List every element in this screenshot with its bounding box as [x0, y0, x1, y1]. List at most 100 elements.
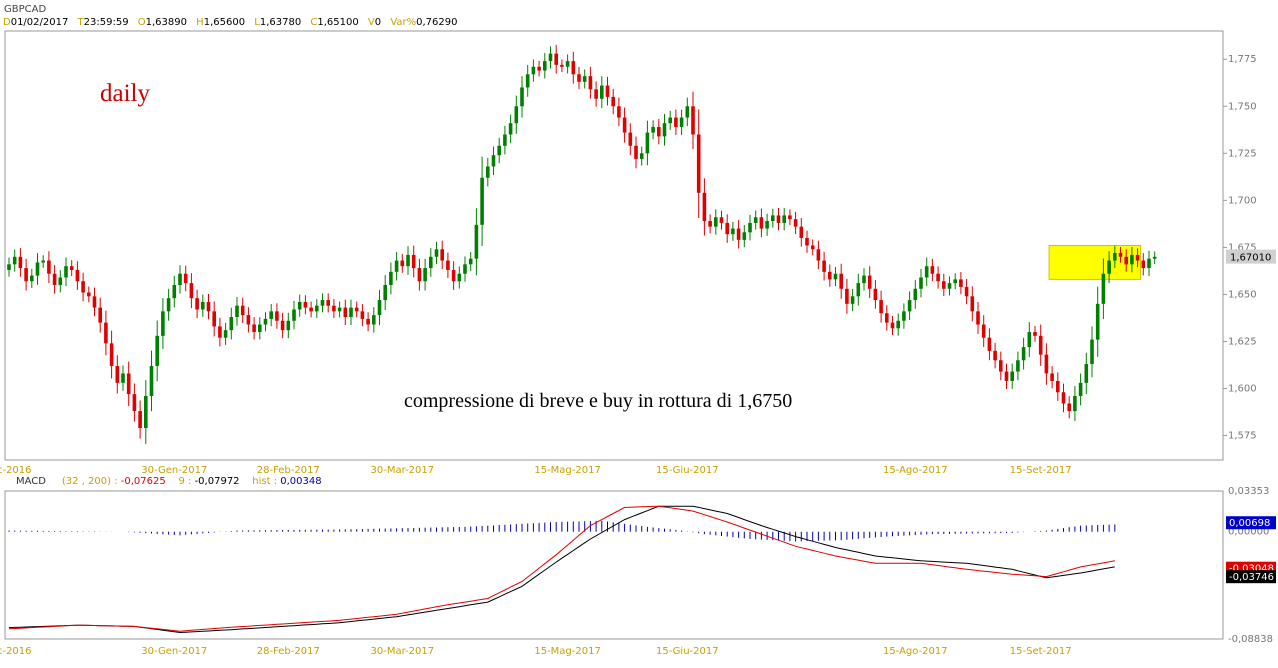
high-key: H: [196, 17, 204, 28]
candle-body: [332, 305, 336, 312]
candle-body: [845, 288, 849, 304]
candle-body: [195, 298, 199, 310]
candle-body: [446, 260, 450, 270]
candle-body: [759, 217, 764, 229]
candle-body: [1056, 380, 1060, 393]
candle-body: [554, 53, 558, 65]
candle-body: [782, 215, 786, 223]
candle-body: [1010, 371, 1014, 381]
candle-body: [679, 117, 684, 127]
candle-body: [976, 311, 980, 325]
candle-body: [309, 307, 313, 312]
candle-body: [1050, 373, 1054, 381]
candle-body: [394, 260, 399, 272]
macd-x-tick-label: 30-Mar-2017: [370, 646, 434, 657]
candle-body: [508, 123, 513, 135]
date-value: 01/02/2017: [10, 17, 69, 28]
candle-body: [115, 365, 120, 383]
macd-badge: [1226, 516, 1276, 530]
volume-value: 0: [374, 17, 382, 28]
candle-body: [543, 61, 547, 71]
candle-body: [548, 53, 553, 62]
candle-body: [12, 256, 17, 265]
price-y-tick-label: 1,775: [1228, 54, 1257, 65]
candle-body: [1061, 392, 1066, 404]
candle-body: [75, 269, 80, 282]
candle-body: [1021, 347, 1026, 361]
candle-body: [793, 219, 798, 227]
high-value: 1,65600: [203, 17, 246, 28]
candle-body: [406, 254, 410, 267]
candle-body: [47, 260, 51, 274]
candle-body: [651, 126, 655, 133]
candle-body: [58, 277, 63, 286]
candle-body: [719, 217, 724, 223]
price-y-tick-label: 1,600: [1228, 384, 1257, 395]
candle-body: [326, 300, 330, 306]
candle-body: [947, 283, 952, 289]
price-x-tick-label: 30-Gen-2017: [141, 465, 207, 476]
macd-series-line: [8, 505, 1115, 632]
candle-body: [828, 271, 832, 280]
price-y-tick-label: 1,650: [1228, 289, 1257, 300]
candle-body: [297, 301, 302, 310]
candle-body: [714, 217, 718, 227]
signal-value: -0,07972: [194, 476, 240, 487]
candle-body: [121, 373, 125, 383]
candle-body: [577, 74, 581, 82]
hist-value: 0,00348: [280, 476, 322, 487]
candle-body: [662, 123, 667, 137]
price-x-tick-label: 30-Mar-2017: [370, 465, 434, 476]
candle-body: [434, 249, 439, 257]
price-y-tick-label: 1,675: [1228, 242, 1257, 253]
candle-body: [280, 320, 285, 331]
candle-body: [109, 343, 114, 366]
candle-body: [24, 268, 28, 282]
candle-body: [1027, 332, 1032, 348]
candle-body: [742, 232, 747, 240]
candle-body: [349, 307, 353, 317]
candle-body: [463, 264, 467, 274]
candle-body: [161, 311, 165, 336]
candle-body: [172, 285, 177, 299]
candle-body: [953, 279, 957, 284]
macd-x-tick-label: 28-Feb-2017: [257, 646, 320, 657]
candle-body: [525, 74, 530, 88]
candle-body: [263, 318, 268, 325]
candle-body: [132, 394, 137, 412]
candle-body: [400, 260, 405, 267]
candle-body: [1033, 332, 1037, 336]
candle-body: [183, 273, 188, 284]
candle-body: [810, 245, 815, 250]
macd-series-line: [8, 505, 1115, 634]
candle-body: [440, 249, 444, 261]
candle-body: [805, 237, 809, 246]
candle-body: [765, 221, 769, 229]
candle-body: [35, 262, 40, 276]
candle-body: [218, 326, 222, 338]
candle-body: [1038, 335, 1043, 355]
macd-params: (32 , 200) :: [61, 476, 118, 487]
candle-body: [240, 305, 245, 316]
candle-body: [497, 145, 501, 156]
candle-body: [212, 311, 216, 327]
time-value: 23:59:59: [83, 17, 129, 28]
candle-body: [1141, 260, 1146, 269]
candle-body: [885, 313, 889, 323]
candle-body: [383, 285, 387, 301]
price-x-tick-label: 28-Feb-2017: [257, 465, 320, 476]
candle-body: [354, 307, 359, 312]
candle-body: [81, 281, 85, 293]
macd-badge-label: 0,00698: [1229, 518, 1270, 529]
candle-body: [862, 275, 866, 284]
candle-body: [1078, 382, 1083, 397]
candle-body: [1113, 253, 1117, 261]
timeframe-annotation: daily: [100, 80, 150, 107]
candle-body: [748, 222, 752, 233]
note-annotation: compressione di breve e buy in rottura d…: [404, 390, 793, 412]
candle-body: [959, 279, 963, 287]
macd-badge-label: -0,03746: [1229, 572, 1274, 583]
candle-body: [600, 85, 604, 99]
candle-body: [560, 64, 564, 67]
candle-body: [229, 317, 234, 331]
